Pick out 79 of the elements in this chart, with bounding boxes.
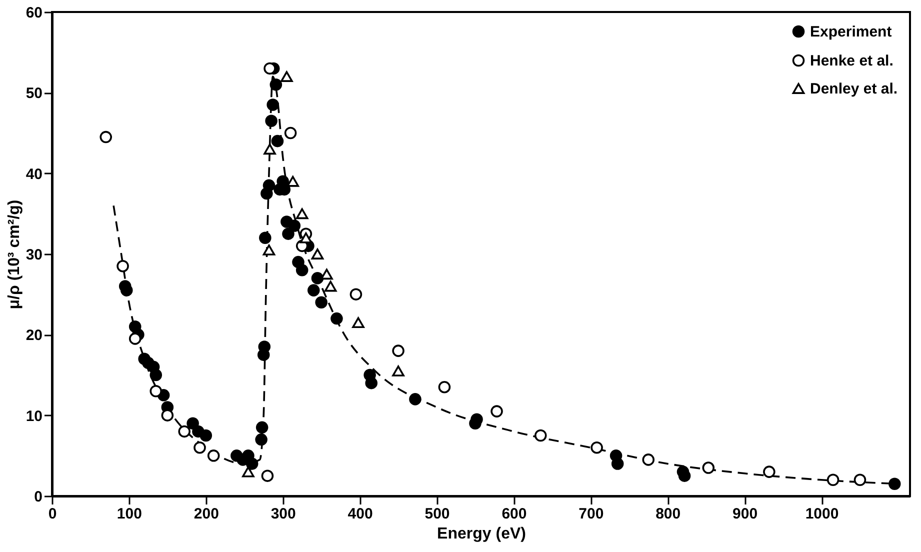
point: [270, 78, 282, 91]
point: [100, 130, 112, 144]
point: [826, 474, 840, 486]
x-axis-title: Energy (eV): [437, 526, 526, 542]
point: [150, 385, 162, 398]
y-tick-label: 20: [26, 327, 42, 344]
point: [264, 62, 276, 75]
point: [350, 288, 362, 300]
point: [392, 344, 404, 357]
x-tick-label: 100: [116, 506, 142, 522]
y-tick-label: 50: [26, 85, 42, 102]
point: [262, 179, 276, 192]
point: [300, 232, 312, 244]
point: [296, 264, 308, 276]
x-tick-label: 200: [194, 506, 219, 522]
point: [261, 470, 274, 482]
point: [392, 366, 404, 376]
x-tick-label: 0: [48, 506, 57, 522]
point: [280, 71, 293, 82]
point: [470, 413, 483, 426]
x-tick-label: 300: [270, 506, 296, 522]
point: [178, 425, 190, 438]
y-tick-label: 40: [26, 166, 42, 183]
point: [642, 454, 655, 466]
y-tick-label: 10: [26, 408, 42, 425]
legend-label: Henke et al.: [810, 52, 894, 70]
x-tick-label: 700: [578, 506, 604, 522]
point: [282, 228, 294, 240]
point: [888, 478, 901, 490]
point: [207, 450, 220, 462]
point: [288, 220, 301, 232]
point: [763, 466, 776, 478]
point: [256, 421, 268, 434]
point: [262, 244, 276, 256]
point: [264, 144, 276, 155]
point: [352, 317, 364, 328]
point: [490, 405, 503, 418]
point: [286, 176, 299, 187]
point: [611, 458, 624, 470]
point: [128, 332, 142, 345]
point: [296, 208, 308, 220]
point: [590, 441, 603, 454]
point: [116, 260, 129, 272]
point: [242, 466, 254, 478]
point: [258, 340, 271, 353]
y-tick-label: 30: [26, 246, 42, 264]
point: [311, 248, 324, 260]
point: [409, 393, 422, 406]
point: [307, 284, 320, 296]
point: [324, 280, 337, 292]
point: [194, 441, 206, 454]
point: [271, 134, 284, 148]
x-tick-label: 500: [424, 506, 450, 522]
point: [266, 98, 279, 111]
legend-label: Experiment: [810, 24, 892, 40]
point: [438, 380, 451, 394]
point: [330, 312, 343, 325]
point: [150, 368, 162, 382]
legend-label: Denley et al.: [810, 80, 898, 98]
point: [200, 429, 212, 442]
point: [284, 126, 297, 140]
point: [255, 433, 268, 446]
point: [311, 272, 324, 284]
y-axis-title: μ/ρ (10³ cm²/g): [6, 200, 23, 310]
x-tick-label: 1000: [805, 506, 839, 522]
y-tick-label: 0: [34, 488, 42, 506]
point: [854, 474, 866, 486]
point: [259, 232, 272, 244]
x-tick-label: 400: [348, 506, 373, 522]
x-tick-label: 900: [732, 506, 758, 522]
point: [534, 429, 547, 442]
point: [265, 114, 278, 128]
point: [702, 462, 715, 474]
point: [315, 296, 328, 309]
x-tick-label: 800: [656, 506, 681, 522]
point: [365, 376, 378, 390]
point: [246, 458, 258, 470]
x-tick-label: 600: [502, 506, 527, 522]
y-tick-label: 60: [26, 4, 42, 22]
